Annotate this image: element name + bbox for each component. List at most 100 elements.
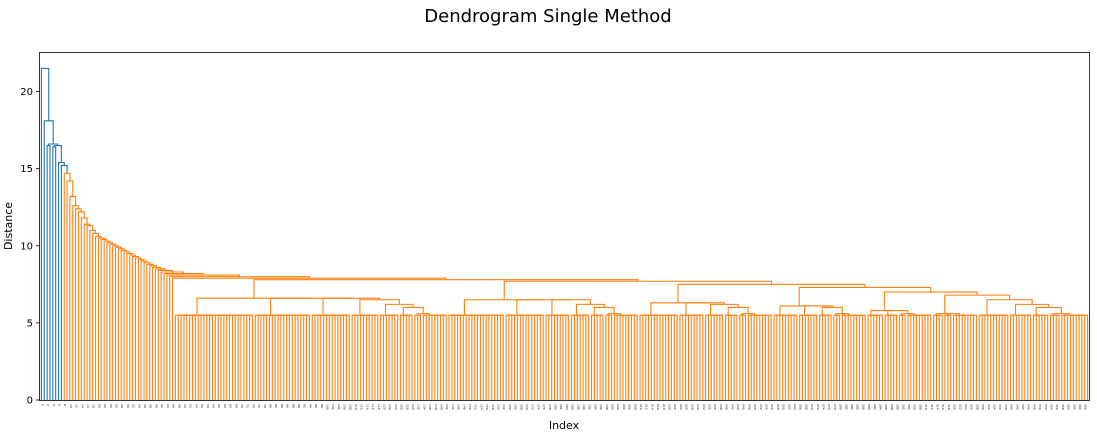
leaf-tick-label: 230 — [696, 404, 700, 410]
leaf-tick-label: 290 — [867, 404, 871, 410]
dendrogram-link — [359, 299, 400, 316]
leaf-tick-label: 76 — [257, 404, 261, 408]
dendrogram-link — [154, 268, 166, 400]
dendrogram-link — [174, 314, 179, 400]
dendrogram-link — [46, 144, 51, 400]
leaf-tick-label: 202 — [616, 404, 620, 410]
dendrogram-link — [499, 314, 504, 400]
dendrogram-link — [927, 314, 932, 400]
leaf-tick-label: 188 — [576, 404, 580, 410]
dendrogram-link — [63, 172, 71, 400]
dendrogram-link — [1024, 314, 1030, 400]
dendrogram-link — [741, 313, 755, 316]
dendrogram-link — [898, 314, 904, 400]
dendrogram-link — [836, 314, 841, 400]
dendrogram-link — [790, 314, 796, 400]
leaf-tick-label: 156 — [485, 404, 489, 410]
dendrogram-link — [901, 313, 915, 316]
leaf-tick-label: 36 — [143, 404, 147, 408]
leaf-tick-label: 32 — [132, 404, 136, 408]
dendrogram-link — [970, 314, 975, 400]
dendrogram-link — [60, 165, 68, 400]
dendrogram-link — [43, 120, 54, 400]
dendrogram-link — [599, 314, 604, 400]
dendrogram-link — [705, 314, 710, 400]
dendrogram-link — [779, 305, 819, 316]
leaf-tick-label: 18 — [92, 404, 96, 408]
dendrogram-link — [887, 310, 909, 316]
dendrogram-link — [575, 303, 605, 316]
dendrogram-link — [810, 314, 816, 400]
leaf-tick-label: 116 — [371, 404, 375, 410]
leaf-tick-label: 262 — [787, 404, 791, 410]
dendrogram-link — [516, 299, 572, 316]
dendrogram-link — [220, 314, 225, 400]
dendrogram-link — [981, 314, 986, 400]
dendrogram-link — [907, 314, 912, 400]
dendrogram-link — [596, 314, 602, 400]
dendrogram-link — [607, 313, 621, 316]
leaf-tick-label: 304 — [907, 404, 911, 410]
leaf-tick-label: 72 — [246, 404, 250, 408]
leaf-tick-label: 228 — [690, 404, 694, 410]
dendrogram-link — [1027, 314, 1032, 400]
dendrogram-link — [1001, 314, 1007, 400]
dendrogram-link — [394, 314, 399, 400]
dendrogram-link — [459, 314, 464, 400]
leaf-tick-label: 250 — [753, 404, 757, 410]
dendrogram-link — [650, 302, 706, 316]
leaf-tick-label: 48 — [177, 404, 181, 408]
leaf-tick-label: 86 — [286, 404, 290, 408]
dendrogram-link — [325, 314, 330, 400]
leaf-tick-label: 248 — [747, 404, 751, 410]
leaf-tick-label: 178 — [548, 404, 552, 410]
leaf-tick-label: 60 — [211, 404, 215, 408]
dendrogram-link — [1081, 314, 1087, 400]
leaf-tick-label: 134 — [422, 404, 426, 410]
dendrogram-link — [226, 314, 231, 400]
dendrogram-link — [747, 314, 752, 400]
leaf-tick-label: 4 — [52, 404, 56, 406]
dendrogram-link — [947, 314, 952, 400]
leaf-tick-label: 272 — [816, 404, 820, 410]
dendrogram-link — [479, 314, 484, 400]
leaf-tick-label: 170 — [525, 404, 529, 410]
leaf-tick-label: 14 — [80, 404, 84, 408]
dendrogram-link — [157, 269, 173, 400]
chart-title: Dendrogram Single Method — [424, 6, 671, 27]
dendrogram-link — [206, 314, 212, 400]
dendrogram-link — [633, 314, 638, 400]
y-axis: 0 5 10 15 20 — [20, 87, 40, 407]
y-tick-label: 0 — [27, 396, 33, 407]
leaf-tick-label: 66 — [229, 404, 233, 408]
leaf-tick-label: 236 — [713, 404, 717, 410]
leaf-tick-label: 74 — [251, 404, 255, 408]
leaf-tick-label: 64 — [223, 404, 227, 408]
dendrogram-link — [679, 314, 684, 400]
dendrogram-link — [1044, 314, 1049, 400]
dendrogram-link — [471, 314, 476, 400]
dendrogram-link — [496, 314, 502, 400]
leaf-tick-label: 152 — [474, 404, 478, 410]
leaf-tick-label: 144 — [451, 404, 455, 410]
dendrogram-link — [793, 314, 798, 400]
dendrogram-link — [605, 314, 611, 400]
dendrogram-link — [442, 314, 447, 400]
leaf-tick-label: 132 — [417, 404, 421, 410]
dendrogram-link — [120, 249, 128, 400]
leaf-tick-label: 352 — [1044, 404, 1048, 410]
leaf-tick-label: 288 — [861, 404, 865, 410]
dendrogram-link — [858, 314, 864, 400]
leaf-tick-label: 234 — [707, 404, 711, 410]
leaf-tick-label: 260 — [782, 404, 786, 410]
leaf-tick-label: 218 — [662, 404, 666, 410]
dendrogram-link — [134, 257, 142, 400]
dendrogram-link — [345, 314, 350, 400]
leaf-tick-label: 214 — [650, 404, 654, 410]
leaf-tick-label: 166 — [514, 404, 518, 410]
dendrogram-link — [709, 303, 739, 316]
dendrogram-link — [987, 314, 992, 400]
dendrogram-link — [716, 314, 722, 400]
dendrogram-link — [137, 259, 145, 400]
